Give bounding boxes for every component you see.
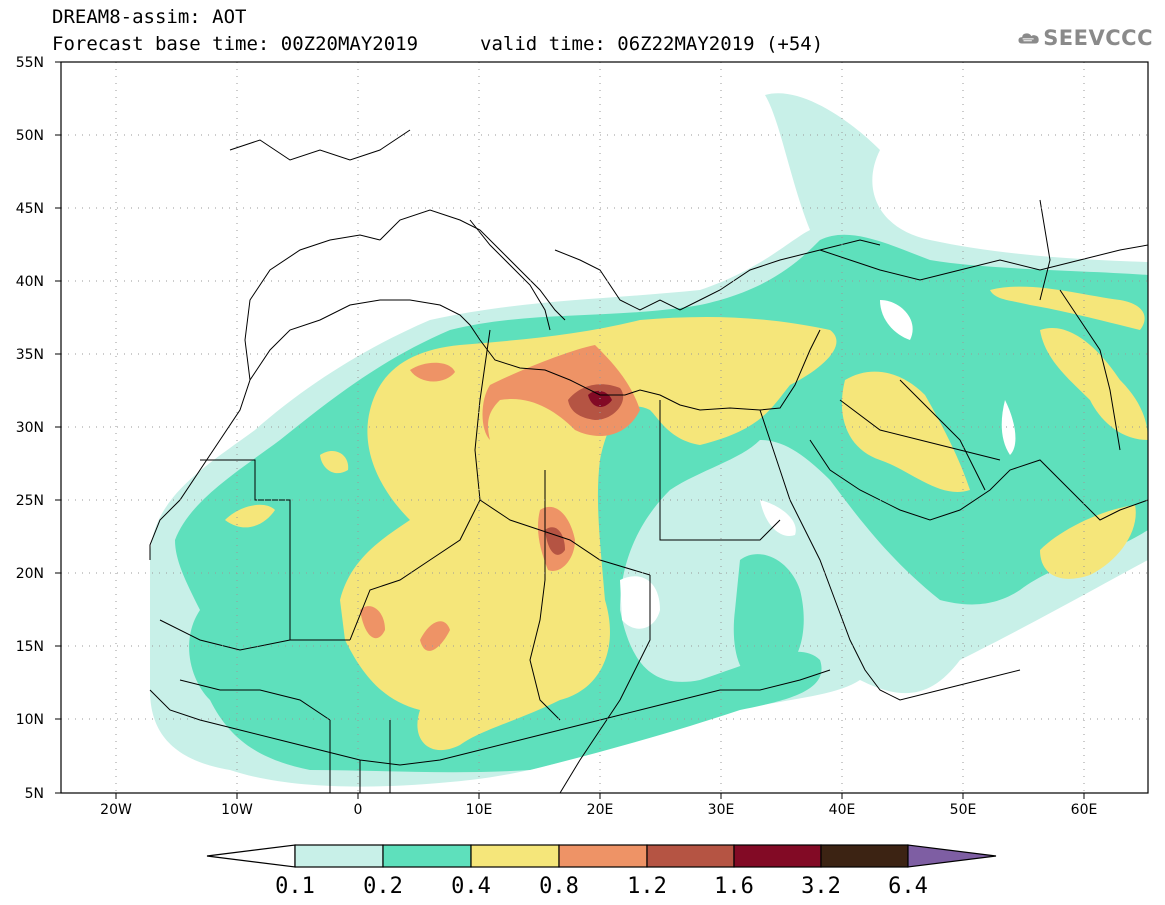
colorbar-seg-high [907, 844, 997, 868]
coastlines-borders [149, 129, 1148, 793]
lat-label: 5N [25, 786, 44, 802]
lon-label: 20W [100, 802, 132, 818]
chart-title: DREAM8-assim: AOT [52, 6, 247, 28]
lat-label: 25N [16, 493, 44, 509]
valid-time: valid time: 06Z22MAY2019 (+54) [480, 33, 824, 55]
colorbar-seg [733, 844, 822, 868]
lat-labels: 55N 50N 45N 40N 35N 30N 25N 20N 15N 10N … [16, 55, 44, 802]
lat-label: 20N [16, 566, 44, 582]
lon-labels: 20W 10W 0 10E 20E 30E 40E 50E 60E [100, 802, 1097, 818]
colorbar-seg [294, 844, 384, 868]
colorbar-seg-low [206, 844, 296, 868]
lat-label: 55N [16, 55, 44, 71]
forecast-base-time: Forecast base time: 00Z20MAY2019 [52, 33, 419, 55]
colorbar-seg [382, 844, 472, 868]
colorbar-seg [820, 844, 909, 868]
colorbar-seg [558, 844, 648, 868]
lat-label: 35N [16, 347, 44, 363]
cloud-icon [1018, 33, 1039, 44]
colorbar-label: 1.6 [714, 874, 754, 899]
grid-lines [61, 62, 1148, 793]
colorbar [206, 844, 997, 868]
lon-label: 40E [829, 802, 856, 818]
lon-label: 10W [221, 802, 253, 818]
colorbar-label: 3.2 [801, 874, 841, 899]
lat-label: 10N [16, 712, 44, 728]
colorbar-label: 6.4 [888, 874, 928, 899]
colorbar-label: 0.4 [451, 874, 491, 899]
lon-label: 10E [466, 802, 493, 818]
map-field [61, 62, 1148, 793]
lat-label: 15N [16, 639, 44, 655]
colorbar-label: 0.1 [275, 874, 315, 899]
colorbar-seg [646, 844, 735, 868]
colorbar-labels: 0.1 0.2 0.4 0.8 1.2 1.6 3.2 6.4 [275, 874, 928, 899]
lon-label: 60E [1071, 802, 1098, 818]
colorbar-label: 0.2 [363, 874, 403, 899]
lon-label: 0 [354, 802, 363, 818]
lon-label: 20E [587, 802, 614, 818]
lat-label: 50N [16, 128, 44, 144]
lon-label: 30E [708, 802, 735, 818]
lat-label: 40N [16, 274, 44, 290]
aot-band-0.4 [225, 286, 1148, 751]
lat-label: 45N [16, 201, 44, 217]
logo-text: SEEVCCC [1043, 26, 1153, 50]
seevccc-logo: SEEVCCC [1018, 20, 1153, 56]
axis-ticks [55, 61, 1085, 799]
colorbar-label: 0.8 [539, 874, 579, 899]
colorbar-seg [470, 844, 560, 868]
lat-label: 30N [16, 420, 44, 436]
lon-label: 50E [950, 802, 977, 818]
colorbar-label: 1.2 [627, 874, 667, 899]
